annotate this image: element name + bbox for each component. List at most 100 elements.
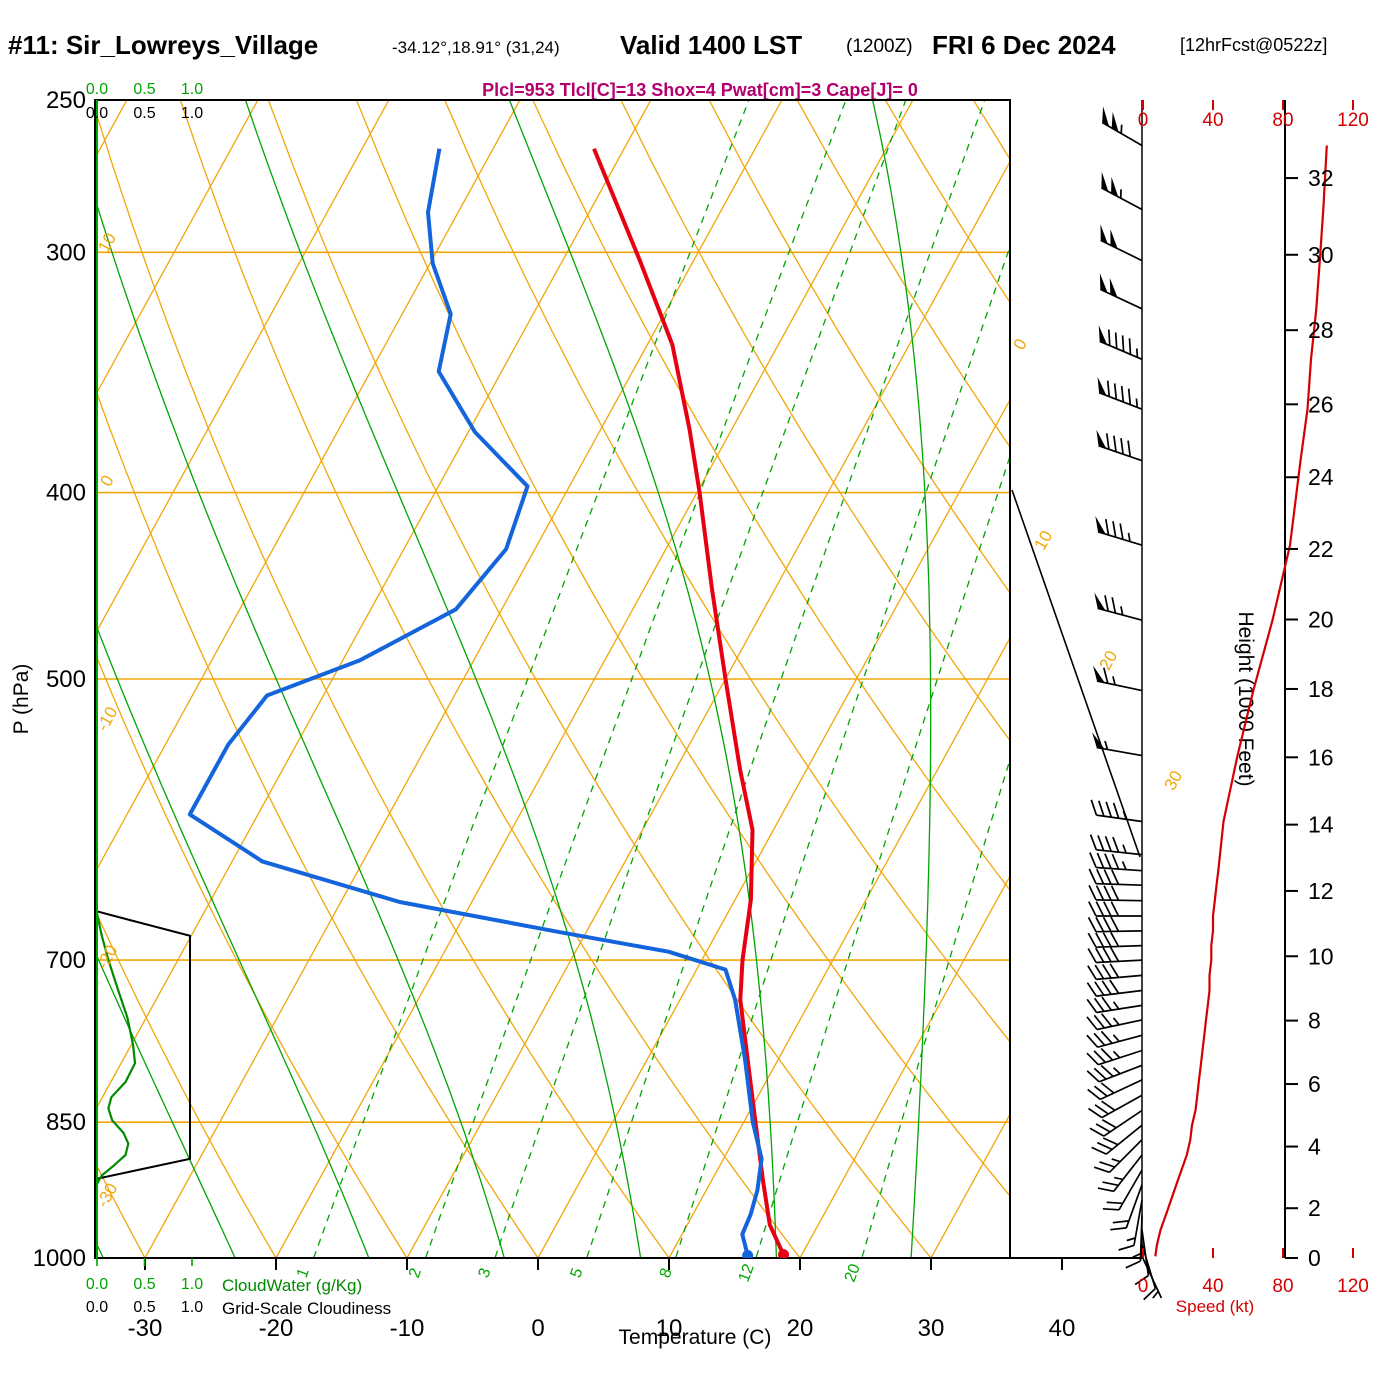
pressure-tick-label: 250 bbox=[46, 87, 86, 114]
wind-barb bbox=[1099, 329, 1143, 361]
wind-barb bbox=[1088, 868, 1143, 887]
wind-barb bbox=[1093, 1139, 1143, 1174]
wind-barb bbox=[1087, 946, 1143, 964]
height-tick-label: 4 bbox=[1308, 1134, 1321, 1160]
isotherm-label-right: 0 bbox=[1010, 336, 1031, 353]
wind-barb bbox=[1089, 852, 1143, 872]
wind-barb bbox=[1086, 1064, 1143, 1083]
wind-barb bbox=[1118, 1199, 1143, 1251]
height-tick-label: 12 bbox=[1308, 878, 1334, 904]
speed-tick-label-top: 40 bbox=[1202, 110, 1223, 131]
wind-barb bbox=[1089, 834, 1143, 856]
wind-barb bbox=[1102, 1169, 1143, 1211]
temp-tick-label: -20 bbox=[259, 1315, 294, 1342]
isotherm-label-right: 10 bbox=[1031, 527, 1057, 553]
height-tick-label: 10 bbox=[1308, 943, 1334, 969]
speed-tick-label-top: 0 bbox=[1138, 110, 1149, 131]
wind-barb bbox=[1086, 979, 1143, 997]
sounding-profiles bbox=[187, 147, 789, 1258]
cloudwater-scale-bottom: 1.0 bbox=[181, 1276, 203, 1293]
pressure-tick-label: 850 bbox=[46, 1109, 86, 1136]
skewt-lattice bbox=[95, 100, 1010, 1258]
forecast-tag: [12hrFcst@0522z] bbox=[1180, 35, 1328, 55]
wind-barb-pennant bbox=[1101, 171, 1109, 192]
wind-barb-pennant bbox=[1092, 732, 1105, 749]
wind-barb-pennant bbox=[1097, 376, 1107, 396]
height-tick-label: 28 bbox=[1308, 317, 1334, 343]
surface-dewpoint-dot bbox=[742, 1249, 754, 1258]
pressure-tick-label: 500 bbox=[46, 666, 86, 693]
station-title: #11: Sir_Lowreys_Village bbox=[8, 30, 319, 60]
dewpoint-profile-line bbox=[187, 148, 764, 1256]
wind-barb bbox=[1101, 187, 1143, 211]
wind-barb bbox=[1098, 380, 1143, 410]
mixing-ratio-label: 2 bbox=[406, 1266, 425, 1280]
wind-barb bbox=[1097, 518, 1143, 547]
wind-barb bbox=[1089, 1109, 1143, 1137]
wind-barb-pennant bbox=[1093, 665, 1105, 683]
wind-barb-pennant bbox=[1100, 224, 1108, 244]
mixing-ratio-label: 20 bbox=[842, 1262, 864, 1285]
wind-barb bbox=[1101, 121, 1143, 147]
wind-speed-profile-line bbox=[1154, 145, 1328, 1257]
height-tick-label: 6 bbox=[1308, 1071, 1321, 1097]
height-tick-label: 16 bbox=[1308, 744, 1334, 770]
wind-barb bbox=[1098, 433, 1143, 462]
sounding-parameters: Plcl=953 Tlcl[C]=13 Shox=4 Pwat[cm]=3 Ca… bbox=[482, 80, 918, 100]
mixing-ratio-label: 12 bbox=[736, 1262, 758, 1285]
wind-barb-pennant bbox=[1102, 106, 1110, 127]
plot-borders bbox=[94, 99, 1286, 1259]
wind-barb bbox=[1125, 1215, 1143, 1269]
isotherm-lines bbox=[95, 100, 1010, 1258]
cloudwater-scale-bottom: 0.0 bbox=[86, 1276, 108, 1293]
wind-barb bbox=[1096, 667, 1143, 692]
height-tick-label: 30 bbox=[1308, 242, 1334, 268]
cloudiness-profile-line bbox=[95, 909, 191, 1181]
isotherm-label-right: 30 bbox=[1161, 767, 1187, 793]
cloudiness-scale-top: 1.0 bbox=[181, 105, 203, 122]
speed-tick-label-bottom: 40 bbox=[1202, 1276, 1223, 1297]
wind-barb bbox=[1087, 963, 1143, 981]
mixing-ratio-label: 8 bbox=[657, 1266, 676, 1280]
temp-tick-label: -10 bbox=[390, 1315, 425, 1342]
wind-barb-pennant bbox=[1099, 273, 1108, 293]
wind-barb bbox=[1086, 1047, 1143, 1066]
wind-barb bbox=[1087, 1079, 1143, 1101]
wind-barb bbox=[1086, 996, 1143, 1014]
speed-tick-label-bottom: 120 bbox=[1337, 1276, 1369, 1297]
speed-tick-label-bottom: 80 bbox=[1272, 1276, 1293, 1297]
wind-barb-pennant bbox=[1094, 592, 1106, 611]
cloudwater-profile-line bbox=[95, 913, 137, 1185]
wind-barb-pennant bbox=[1111, 176, 1119, 197]
wind-barb-pennant bbox=[1096, 429, 1107, 449]
wind-barb bbox=[1087, 931, 1143, 949]
speed-tick-label-bottom: 0 bbox=[1138, 1276, 1149, 1297]
height-tick-label: 32 bbox=[1308, 165, 1334, 191]
wind-barb bbox=[1096, 740, 1143, 757]
temp-tick-label: 30 bbox=[918, 1315, 945, 1342]
wind-barb bbox=[1088, 1094, 1143, 1119]
speed-axis-label: Speed (kt) bbox=[1175, 1297, 1255, 1316]
temp-tick-label: -30 bbox=[128, 1315, 163, 1342]
wind-barb bbox=[1088, 885, 1143, 902]
speed-tick-label-top: 120 bbox=[1337, 110, 1369, 131]
isotherm-label-left: 0 bbox=[97, 472, 118, 489]
cloudwater-axis-label: CloudWater (g/Kg) bbox=[222, 1276, 363, 1295]
height-tick-label: 14 bbox=[1308, 812, 1334, 838]
wind-barb bbox=[1141, 1255, 1163, 1299]
wind-barb bbox=[1088, 901, 1142, 917]
temp-tick-label: 0 bbox=[531, 1315, 544, 1342]
moist-adiabat-lines bbox=[95, 100, 932, 1258]
wind-barb bbox=[1086, 1030, 1143, 1049]
mixing-ratio-label: 5 bbox=[568, 1266, 587, 1280]
wind-barb-pennant bbox=[1095, 515, 1106, 535]
wind-barb bbox=[1110, 1184, 1143, 1231]
valid-date: FRI 6 Dec 2024 bbox=[932, 30, 1116, 60]
cloudiness-scale-top: 0.0 bbox=[86, 105, 108, 122]
temperature-axis-label: Temperature (C) bbox=[618, 1326, 772, 1349]
cloudwater-scale-top: 0.0 bbox=[86, 81, 108, 98]
wind-barb bbox=[1100, 239, 1143, 262]
height-tick-label: 20 bbox=[1308, 607, 1334, 633]
